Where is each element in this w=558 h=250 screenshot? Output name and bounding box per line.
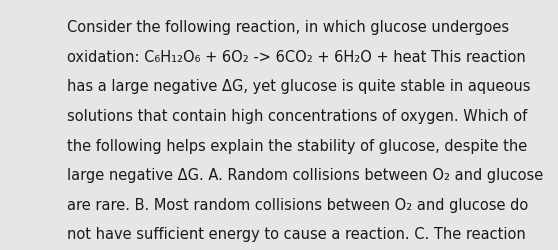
- Text: large negative ΔG. A. Random collisions between O₂ and glucose: large negative ΔG. A. Random collisions …: [67, 168, 543, 182]
- Text: Consider the following reaction, in which glucose undergoes: Consider the following reaction, in whic…: [67, 20, 509, 35]
- Text: the following helps explain the stability of glucose, despite the: the following helps explain the stabilit…: [67, 138, 527, 153]
- Text: has a large negative ΔG, yet glucose is quite stable in aqueous: has a large negative ΔG, yet glucose is …: [67, 79, 531, 94]
- Text: are rare. B. Most random collisions between O₂ and glucose do: are rare. B. Most random collisions betw…: [67, 197, 528, 212]
- Text: not have sufficient energy to cause a reaction. C. The reaction: not have sufficient energy to cause a re…: [67, 226, 526, 242]
- Text: oxidation: C₆H₁₂O₆ + 6O₂ -> 6CO₂ + 6H₂O + heat This reaction: oxidation: C₆H₁₂O₆ + 6O₂ -> 6CO₂ + 6H₂O …: [67, 50, 526, 64]
- Text: solutions that contain high concentrations of oxygen. Which of: solutions that contain high concentratio…: [67, 108, 527, 124]
